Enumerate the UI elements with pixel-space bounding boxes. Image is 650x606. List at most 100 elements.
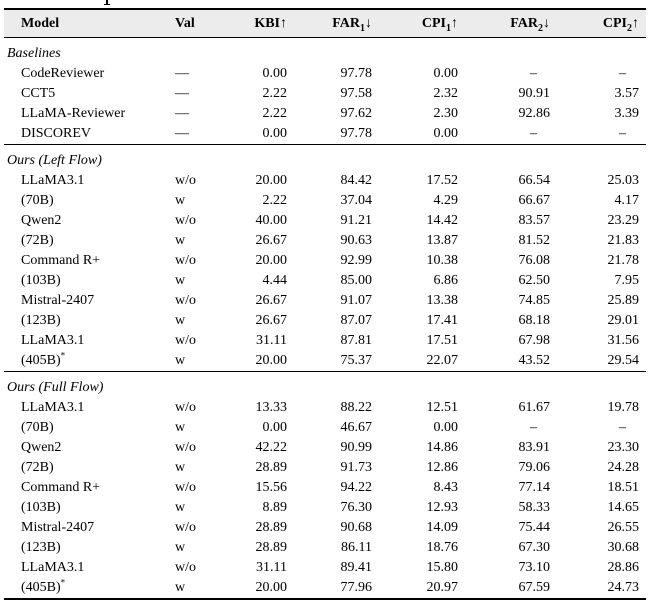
far2-cell: – [530,126,537,141]
table-row: (405B)* w 20.00 75.37 22.07 43.52 29.54 [4,351,646,372]
far1-cell: 46.67 [340,420,373,435]
kbi-cell: 20.00 [255,253,288,268]
kbi-cell: 28.89 [255,520,288,535]
model-cell: (103B) [21,500,61,515]
kbi-cell: 28.89 [255,460,288,475]
val-cell: w/o [175,253,196,268]
table-row: (405B)* w 20.00 77.96 20.97 67.59 24.73 [4,578,646,600]
kbi-cell: 20.00 [255,173,288,188]
cpi1-cell: 13.38 [426,293,459,308]
far2-cell: 66.54 [518,173,551,188]
kbi-cell: 0.00 [262,126,288,141]
far1-cell: 97.78 [340,126,373,141]
far1-cell: 91.21 [340,213,373,228]
far2-cell: – [530,66,537,81]
far1-cell: 85.00 [340,273,373,288]
val-cell: w [175,500,186,515]
cpi2-cell: 30.68 [607,540,640,555]
table-row: Command R+ w/o 15.56 94.22 8.43 77.14 18.51 [4,478,646,498]
far2-cell: 79.06 [518,460,551,475]
val-cell: w [170,578,210,600]
far1-cell: 84.42 [340,173,373,188]
cpi1-cell: 0.00 [433,126,459,141]
column-header-kbi: KBI↑ [210,8,294,38]
model-cell: Command R+ [21,253,101,268]
far1-cell: 90.63 [340,233,373,248]
kbi-cell: 26.67 [255,313,288,328]
section-row: Baselines [4,38,646,65]
table-row: Qwen2 w/o 42.22 90.99 14.86 83.91 23.30 [4,438,646,458]
model-cell: (72B) [21,233,54,248]
far1-cell: 91.07 [340,293,373,308]
header-label: Model [21,15,60,31]
column-header-cpi2: CPI2↑ [557,8,646,38]
header-label: FAR [332,15,360,31]
cpi1-cell: 12.93 [426,500,459,515]
far1-cell: 75.37 [340,353,373,368]
model-cell: Command R+ [21,480,101,495]
table-row: LLaMA3.1 w/o 20.00 84.42 17.52 66.54 25.03 [4,171,646,191]
header-subscript: 1 [360,22,365,34]
val-cell: w/o [175,333,196,348]
model-cell: (405B)* [21,350,66,368]
cpi2-cell: 18.51 [607,480,640,495]
val-cell: w [175,460,186,475]
far2-cell: 67.59 [465,578,557,600]
val-cell: w/o [175,213,196,228]
table-row: (70B) w 0.00 46.67 0.00 – – [4,418,646,438]
kbi-cell: 26.67 [255,233,288,248]
far1-cell: 97.78 [340,66,373,81]
far2-cell: 77.14 [518,480,551,495]
cpi2-cell: 4.17 [614,193,640,208]
val-cell: — [175,126,189,141]
kbi-cell: 28.89 [255,540,288,555]
cpi1-cell: 17.52 [426,173,459,188]
model-cell: CCT5 [21,86,56,101]
val-cell: w [175,193,186,208]
val-cell: w/o [175,400,196,415]
far2-cell: 81.52 [518,233,551,248]
column-header-model: Model [4,8,170,38]
caption-fragment-serif [104,3,110,5]
cpi1-cell: 13.87 [426,233,459,248]
cpi2-cell: – [619,420,626,435]
far1-cell: 91.73 [340,460,373,475]
header-label: CPI [421,15,446,31]
section-title: Ours (Full Flow) [4,371,646,398]
far1-cell: 76.30 [340,500,373,515]
results-table: Model Val KBI↑ FAR1↓ CPI1↑ FAR2↓ CPI2↑ B… [4,8,646,600]
val-cell: w/o [175,480,196,495]
model-cell: (70B) [21,420,54,435]
table-row: Command R+ w/o 20.00 92.99 10.38 76.08 21.78 [4,251,646,271]
table-row: (70B) w 2.22 37.04 4.29 66.67 4.17 [4,191,646,211]
far2-cell: 68.18 [518,313,551,328]
cpi2-cell: 28.86 [607,560,640,575]
column-header-val: Val [170,8,210,38]
header-subscript: 2 [627,22,632,34]
model-cell: Qwen2 [21,440,62,455]
kbi-cell: 0.00 [262,66,288,81]
model-cell: LLaMA3.1 [21,400,85,415]
far1-cell: 90.68 [340,520,373,535]
kbi-cell: 2.22 [262,86,288,101]
val-cell: w/o [175,440,196,455]
kbi-cell: 20.00 [210,578,294,600]
val-cell: w [175,420,186,435]
model-cell: (405B)* [4,578,170,600]
val-cell: w/o [175,173,196,188]
table-row: CodeReviewer — 0.00 97.78 0.00 – – [4,64,646,84]
table-row: (72B) w 26.67 90.63 13.87 81.52 21.83 [4,231,646,251]
section-title: Baselines [7,46,61,61]
cpi1-cell: 17.51 [426,333,459,348]
val-cell: — [175,86,189,101]
far2-cell: 67.30 [518,540,551,555]
table-row: Qwen2 w/o 40.00 91.21 14.42 83.57 23.29 [4,211,646,231]
far2-cell: 92.86 [518,106,551,121]
cpi1-cell: 2.32 [433,86,459,101]
far1-cell: 37.04 [340,193,373,208]
cpi1-cell: 8.43 [433,480,459,495]
table-row: CCT5 — 2.22 97.58 2.32 90.91 3.57 [4,84,646,104]
far2-cell: 75.44 [518,520,551,535]
model-cell: (123B) [21,540,61,555]
